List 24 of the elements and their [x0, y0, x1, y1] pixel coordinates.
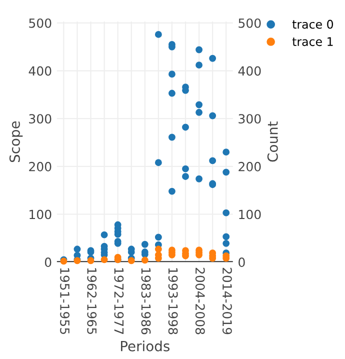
x-tick-label: 2004-2008	[195, 268, 205, 334]
y-tick-label: 200	[29, 162, 52, 172]
y2-tick-label: 0	[238, 258, 245, 267]
y-tick-label: 100	[30, 210, 52, 220]
x-tick-label: 1962-1965	[87, 268, 97, 334]
x-tick-label: 1951-1955	[60, 268, 70, 334]
y2-tick-label: 300	[238, 114, 261, 124]
y-tick-label: 0	[44, 258, 52, 267]
x-tick-label: 1983-1986	[141, 268, 151, 334]
y2-tick-label: 200	[238, 162, 261, 172]
x-tick-label: 1972-1977	[114, 268, 124, 334]
y2-axis-title: Count	[267, 122, 278, 162]
legend-label: trace 1	[292, 37, 333, 46]
x-tick-label: 1993-1998	[168, 268, 178, 334]
y-tick-label: 400	[28, 66, 52, 76]
y2-tick-label: 400	[238, 66, 261, 76]
y2-tick-label: 100	[239, 210, 261, 220]
y-axis-title: Scope	[9, 121, 23, 162]
x-axis-title: Periods	[120, 340, 170, 352]
legend-label: trace 0	[292, 20, 334, 29]
y-tick-label: 500	[29, 18, 52, 28]
y2-tick-label: 500	[238, 18, 261, 28]
y-tick-label: 300	[29, 114, 52, 124]
x-tick-label: 2014-2019	[222, 268, 232, 334]
